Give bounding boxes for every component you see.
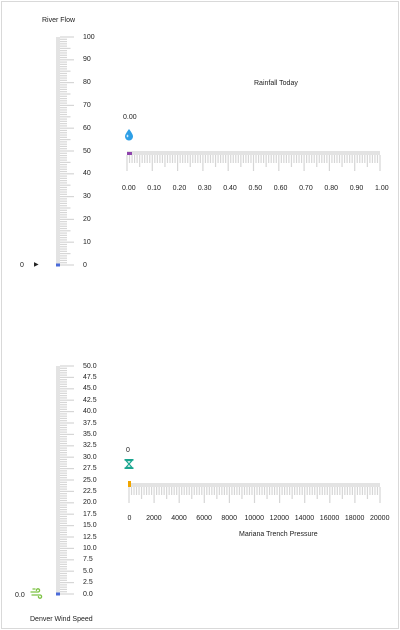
wind-speed-tick-label: 42.5 [83,396,97,404]
wind-speed-tick-label: 22.5 [83,487,97,495]
wind-speed-tick-label: 15.0 [83,522,97,530]
river-flow-tick-label: 90 [83,56,91,64]
wind-speed-tick-label: 27.5 [83,465,97,473]
mariana-trench-pressure-title: Mariana Trench Pressure [239,531,318,538]
pressure-marker [128,481,131,487]
rainfall-today-marker [127,152,132,155]
raindrop-shine [126,134,129,138]
pressure-tick-label: 6000 [196,515,212,522]
wind-speed-tick-label: 7.5 [83,556,93,564]
river-flow-marker [56,263,60,267]
pressure-tick-label: 4000 [171,515,187,522]
wind-speed-tick-label: 10.0 [83,544,97,552]
river-flow-tick-label: 60 [83,124,91,132]
rainfall-today-tick-label: 0.10 [147,185,161,192]
rainfall-today-tick-label: 0.00 [122,185,136,192]
denver-wind-speed-title: Denver Wind Speed [30,616,93,623]
wind-speed-tick-label: 5.0 [83,567,93,575]
rainfall-today-tick-label: 0.60 [273,185,288,192]
wind-speed-tick-label: 30.0 [83,453,97,461]
rainfall-today-tick-label: 0.70 [299,185,313,192]
pressure-tick-label: 16000 [319,515,340,522]
rainfall-today-tick-label: 0.90 [349,185,364,192]
scale-track [56,37,60,265]
wind-icon [30,588,43,599]
pressure-tick-label: 8000 [221,515,237,522]
rainfall-today-value: 0.00 [123,114,137,121]
wind-speed-tick-label: 40.0 [83,408,97,416]
wind-speed-tick-label: 45.0 [83,385,97,393]
wind-speed-tick-label: 25.0 [83,476,97,484]
river-flow-tick-label: 30 [83,193,91,201]
river-flow-tick-label: 20 [83,215,91,223]
river-flow-tick-label: 10 [83,238,91,246]
raindrop-icon [125,129,133,141]
pressure-tick-label: 20000 [370,515,390,522]
river-flow-tick-label: 40 [83,170,91,178]
river-flow-tick-label: 70 [83,101,91,109]
river-flow-value: 0 [20,262,24,269]
scale-track [127,151,380,155]
rainfall-today-tick-label: 1.00 [375,185,389,192]
pressure-tick-label: 10000 [244,515,264,522]
pressure-tick-label: 12000 [269,515,290,522]
wind-speed-tick-label: 17.5 [83,510,97,518]
wind-speed-tick-label: 47.5 [83,373,97,381]
wind-speed-tick-label: 12.5 [83,533,97,541]
pressure-tick-label: 18000 [344,515,365,522]
rainfall-today-title: Rainfall Today [254,80,298,87]
wind-speed-tick-label: 32.5 [83,442,97,450]
pressure-tick-label: 0 [127,515,132,522]
river-flow-title: River Flow [42,17,76,24]
wind-speed-tick-label: 50.0 [83,362,97,370]
denver-wind-speed-value: 0.0 [15,592,25,599]
river-flow-tick-label: 100 [83,33,95,41]
rainfall-today-tick-label: 0.20 [172,185,187,192]
pressure-tick-label: 14000 [294,515,315,522]
hourglass-icon [124,459,134,469]
wind-speed-tick-label: 20.0 [83,499,97,507]
wind-speed-tick-label: 35.0 [83,430,97,438]
scale-track [56,366,60,594]
triangle-right-icon: ▶ [34,262,39,268]
wind-speed-tick-label: 37.5 [83,419,97,427]
rainfall-today-tick-label: 0.50 [248,185,263,192]
scale-track [129,483,380,487]
wind-speed-tick-label: 2.5 [83,579,93,587]
rainfall-today-tick-label: 0.80 [324,185,339,192]
river-flow-tick-label: 80 [83,79,91,87]
rainfall-today-tick-label: 0.30 [197,185,212,192]
river-flow-tick-label: 50 [83,147,91,155]
pressure-tick-label: 2000 [146,515,162,522]
rainfall-today-tick-label: 0.40 [223,185,237,192]
river-flow-tick-label: 0 [83,261,87,269]
mariana-trench-pressure-value: 0 [126,447,130,454]
wind-speed-marker [56,592,60,596]
wind-speed-tick-label: 0.0 [83,590,93,598]
